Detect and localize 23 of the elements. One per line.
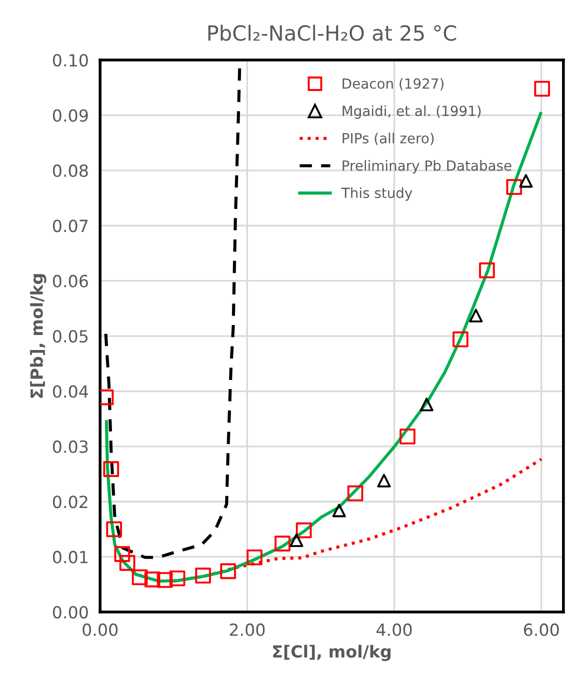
y-tick-label: 0.02 [52, 496, 88, 508]
y-tick-label: 0.04 [52, 385, 88, 398]
y-tick-label: 0.01 [52, 550, 88, 564]
legend-label: This study [341, 187, 412, 201]
legend-label: Preliminary Pb Database [342, 160, 512, 174]
y-tick-label: 0.08 [52, 164, 88, 177]
y-tick-label: 0.09 [52, 109, 88, 122]
x-tick-label: 4.00 [376, 623, 412, 636]
x-axis-title: Σ[Cl], mol/kg [273, 644, 391, 662]
legend-label: Mgaidi, et al. (1991) [342, 105, 481, 119]
chart-title: PbCl₂-NaCl-H₂O at 25 °C [208, 24, 456, 41]
legend-label: PIPs (all zero) [342, 132, 434, 146]
x-tick-label: 6.00 [524, 623, 559, 636]
y-tick-label: 0.03 [52, 440, 88, 453]
y-tick-label: 0.05 [52, 330, 88, 343]
y-tick-label: 0.10 [52, 54, 88, 67]
x-tick-label: 2.00 [230, 623, 265, 636]
y-tick-label: 0.06 [52, 274, 88, 288]
y-axis-title: Σ[Pb], mol/kg [30, 274, 46, 398]
x-tick-label: 0.00 [82, 623, 118, 636]
y-tick-label: 0.07 [52, 220, 88, 232]
legend-label: Deacon (1927) [342, 78, 444, 90]
y-tick-label: 0.00 [52, 606, 88, 619]
